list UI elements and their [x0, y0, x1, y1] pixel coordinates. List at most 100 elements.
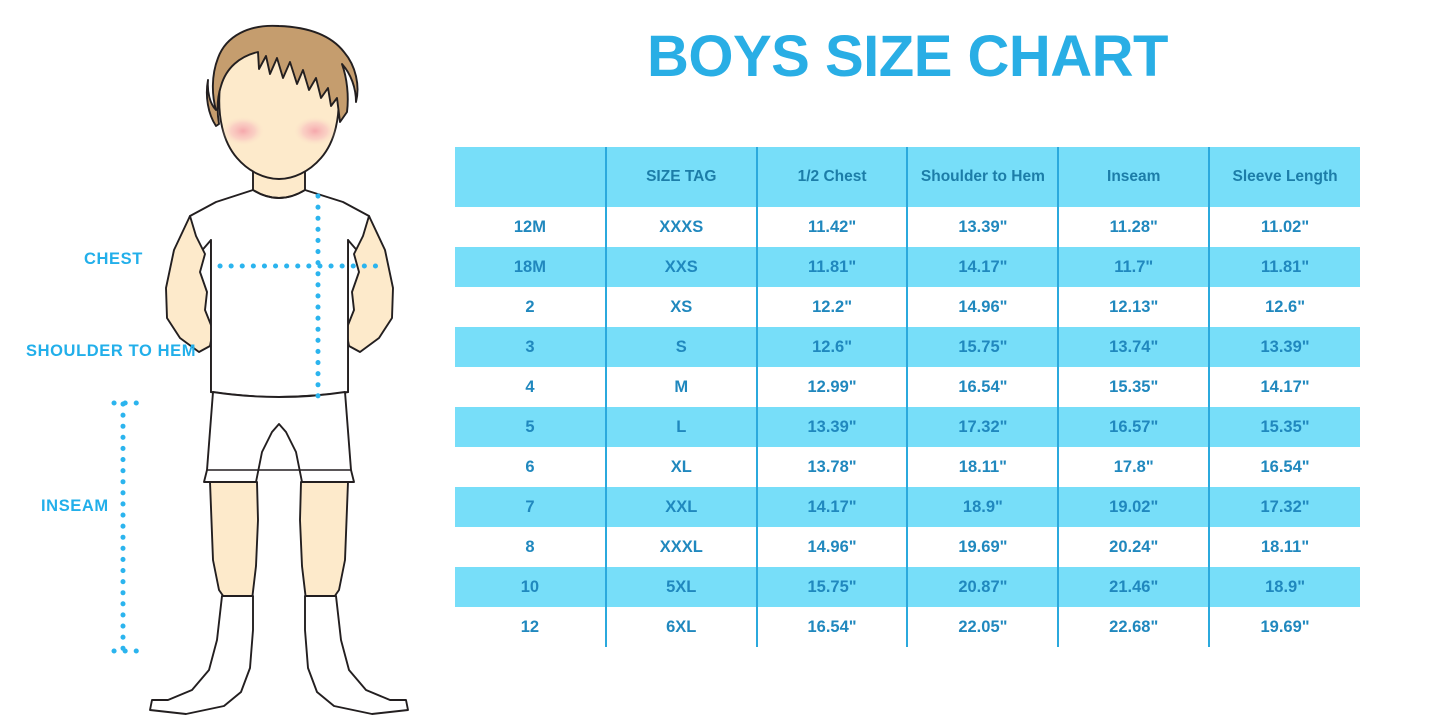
cell-size-tag: 5XL: [604, 567, 757, 607]
cell-half-chest: 15.75": [755, 567, 908, 607]
table-row: 4 M 12.99" 16.54" 15.35" 14.17": [455, 367, 1360, 407]
cell-inseam: 20.24": [1057, 527, 1210, 567]
column-header-size-tag: SIZE TAG: [604, 147, 757, 207]
cell-sleeve-length: 16.54": [1208, 447, 1360, 487]
cell-sleeve-length: 15.35": [1208, 407, 1360, 447]
cell-shoulder-to-hem: 18.11": [906, 447, 1059, 487]
cell-sleeve-length: 19.69": [1208, 607, 1360, 647]
cell-sleeve-length: 18.9": [1208, 567, 1360, 607]
cell-shoulder-to-hem: 15.75": [906, 327, 1059, 367]
cell-shoulder-to-hem: 18.9": [906, 487, 1059, 527]
table-row: 5 L 13.39" 17.32" 16.57" 15.35": [455, 407, 1360, 447]
cell-half-chest: 11.81": [755, 247, 908, 287]
cell-size: 6: [455, 447, 606, 487]
table-row: 3 S 12.6" 15.75" 13.74" 13.39": [455, 327, 1360, 367]
cell-shoulder-to-hem: 22.05": [906, 607, 1059, 647]
leg-right: [299, 481, 349, 601]
cell-size: 12: [455, 607, 606, 647]
column-header-half-chest: 1/2 Chest: [755, 147, 908, 207]
cell-size: 12M: [455, 207, 606, 247]
callout-label-chest: CHEST: [84, 250, 143, 268]
cell-half-chest: 16.54": [755, 607, 908, 647]
cell-half-chest: 13.39": [755, 407, 908, 447]
cell-size-tag: S: [604, 327, 757, 367]
boy-figure-svg: [111, 24, 409, 715]
table-row: 10 5XL 15.75" 20.87" 21.46" 18.9": [455, 567, 1360, 607]
cell-shoulder-to-hem: 13.39": [906, 207, 1059, 247]
boy-figure-illustration: CHEST SHOULDER TO HEM INSEAM: [0, 0, 455, 723]
cell-size-tag: XS: [604, 287, 757, 327]
cell-sleeve-length: 13.39": [1208, 327, 1360, 367]
cell-size-tag: XXL: [604, 487, 757, 527]
cell-size-tag: XL: [604, 447, 757, 487]
cell-sleeve-length: 12.6": [1208, 287, 1360, 327]
blush-cheek-left: [221, 116, 265, 146]
cell-inseam: 17.8": [1057, 447, 1210, 487]
cell-size: 4: [455, 367, 606, 407]
shirt-neckline: [252, 189, 306, 199]
cell-size: 3: [455, 327, 606, 367]
cell-sleeve-length: 11.02": [1208, 207, 1360, 247]
blush-cheek-right: [293, 116, 337, 146]
cell-sleeve-length: 17.32": [1208, 487, 1360, 527]
cell-size: 8: [455, 527, 606, 567]
cell-half-chest: 12.99": [755, 367, 908, 407]
cell-sleeve-length: 14.17": [1208, 367, 1360, 407]
column-header-inseam: Inseam: [1057, 147, 1210, 207]
cell-shoulder-to-hem: 16.54": [906, 367, 1059, 407]
cell-half-chest: 12.2": [755, 287, 908, 327]
cell-inseam: 16.57": [1057, 407, 1210, 447]
table-body: 12M XXXS 11.42" 13.39" 11.28" 11.02" 18M…: [455, 207, 1360, 647]
cell-shoulder-to-hem: 14.17": [906, 247, 1059, 287]
cell-inseam: 19.02": [1057, 487, 1210, 527]
callout-label-shoulder-to-hem: SHOULDER TO HEM: [26, 342, 197, 360]
column-header-sleeve-length: Sleeve Length: [1208, 147, 1360, 207]
sock-foot-right: [304, 595, 409, 715]
cell-size-tag: L: [604, 407, 757, 447]
cell-inseam: 13.74": [1057, 327, 1210, 367]
cell-size-tag: XXXS: [604, 207, 757, 247]
column-header-shoulder-to-hem: Shoulder to Hem: [906, 147, 1059, 207]
table-row: 12 6XL 16.54" 22.05" 22.68" 19.69": [455, 607, 1360, 647]
shorts: [203, 391, 355, 483]
cell-inseam: 15.35": [1057, 367, 1210, 407]
cell-sleeve-length: 11.81": [1208, 247, 1360, 287]
cell-size: 2: [455, 287, 606, 327]
cell-inseam: 11.7": [1057, 247, 1210, 287]
cell-size-tag: 6XL: [604, 607, 757, 647]
page-title: BOYS SIZE CHART: [647, 24, 1169, 89]
leg-left: [209, 481, 259, 601]
cell-shoulder-to-hem: 17.32": [906, 407, 1059, 447]
cell-size-tag: M: [604, 367, 757, 407]
table-row: 7 XXL 14.17" 18.9" 19.02" 17.32": [455, 487, 1360, 527]
table-row: 2 XS 12.2" 14.96" 12.13" 12.6": [455, 287, 1360, 327]
cell-half-chest: 12.6": [755, 327, 908, 367]
cell-half-chest: 11.42": [755, 207, 908, 247]
cell-shoulder-to-hem: 14.96": [906, 287, 1059, 327]
cell-inseam: 22.68": [1057, 607, 1210, 647]
cell-shoulder-to-hem: 20.87": [906, 567, 1059, 607]
cell-half-chest: 14.96": [755, 527, 908, 567]
sock-foot-left: [149, 595, 254, 715]
cell-inseam: 21.46": [1057, 567, 1210, 607]
cell-inseam: 12.13": [1057, 287, 1210, 327]
callout-label-inseam: INSEAM: [41, 497, 109, 515]
hair: [205, 24, 359, 127]
size-chart-table: SIZE TAG 1/2 Chest Shoulder to Hem Insea…: [455, 147, 1360, 647]
cell-size-tag: XXXL: [604, 527, 757, 567]
table-header: SIZE TAG 1/2 Chest Shoulder to Hem Insea…: [455, 147, 1360, 207]
cell-half-chest: 13.78": [755, 447, 908, 487]
table-row: 12M XXXS 11.42" 13.39" 11.28" 11.02": [455, 207, 1360, 247]
cell-half-chest: 14.17": [755, 487, 908, 527]
table-row: 18M XXS 11.81" 14.17" 11.7" 11.81": [455, 247, 1360, 287]
column-header-size: [455, 147, 606, 207]
cell-size: 18M: [455, 247, 606, 287]
cell-size: 5: [455, 407, 606, 447]
cell-sleeve-length: 18.11": [1208, 527, 1360, 567]
cell-shoulder-to-hem: 19.69": [906, 527, 1059, 567]
cell-size: 10: [455, 567, 606, 607]
cell-size: 7: [455, 487, 606, 527]
cell-inseam: 11.28": [1057, 207, 1210, 247]
shirt-body-fill: [211, 236, 348, 397]
